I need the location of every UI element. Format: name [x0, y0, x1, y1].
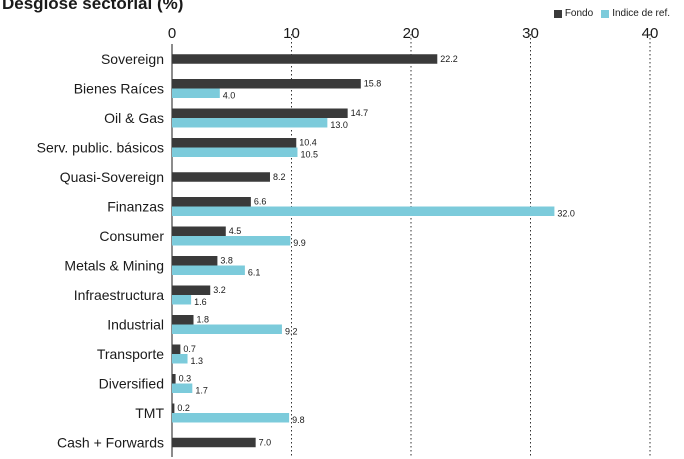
value-label-indice: 6.1: [248, 268, 261, 278]
value-label-indice: 1.7: [195, 386, 208, 396]
category-label: Metals & Mining: [64, 258, 164, 274]
value-label-fondo: 6.6: [254, 197, 267, 207]
value-label-indice: 9.8: [292, 415, 305, 425]
value-label-fondo: 3.2: [213, 285, 226, 295]
bar-fondo: [172, 108, 348, 118]
x-tick-label-10: 10: [283, 25, 300, 42]
bar-indice: [172, 295, 192, 305]
legend-item-indice: Indice de ref.: [601, 8, 670, 19]
bar-indice: [172, 236, 291, 246]
legend: Fondo Indice de ref.: [553, 8, 670, 19]
value-label-fondo: 22.2: [440, 54, 458, 64]
value-label-indice: 1.6: [194, 297, 207, 307]
bar-indice: [172, 413, 290, 423]
value-label-fondo: 14.7: [351, 108, 369, 118]
bar-fondo: [172, 437, 256, 448]
chart-title: Desglose sectorial (%): [2, 0, 184, 13]
category-label: Consumer: [99, 228, 164, 244]
value-label-fondo: 3.8: [220, 256, 233, 266]
bar-fondo: [172, 256, 218, 266]
bar-fondo: [172, 403, 175, 413]
category-label: Finanzas: [107, 199, 164, 215]
value-label-indice: 10.5: [300, 150, 318, 160]
legend-label-indice: Indice de ref.: [612, 8, 670, 19]
bar-fondo: [172, 197, 251, 207]
bar-indice: [172, 88, 220, 98]
bar-indice: [172, 265, 245, 275]
bar-fondo: [172, 54, 438, 64]
legend-swatch-fondo: [553, 9, 562, 18]
legend-label-fondo: Fondo: [564, 8, 594, 19]
category-label: Sovereign: [101, 51, 164, 67]
x-tick-label-20: 20: [403, 25, 420, 42]
category-label: Transporte: [97, 346, 164, 362]
bar-fondo: [172, 79, 361, 89]
category-label: TMT: [135, 405, 164, 421]
bar-indice: [172, 147, 298, 157]
category-label: Diversified: [99, 376, 164, 392]
value-label-fondo: 8.2: [273, 172, 286, 182]
legend-item-fondo: Fondo: [553, 8, 594, 19]
bar-indice: [172, 206, 555, 216]
category-label: Quasi-Sovereign: [60, 169, 164, 185]
value-label-fondo: 1.8: [197, 315, 210, 325]
x-tick-label-40: 40: [642, 25, 659, 42]
value-label-fondo: 10.4: [299, 138, 317, 148]
bar-fondo: [172, 374, 176, 384]
value-label-indice: 9.9: [293, 238, 306, 248]
value-label-fondo: 0.3: [179, 374, 192, 384]
bar-indice: [172, 383, 193, 393]
value-label-indice: 13.0: [330, 120, 348, 130]
category-label: Industrial: [107, 317, 164, 333]
value-label-indice: 1.3: [191, 356, 204, 366]
category-label: Cash + Forwards: [57, 435, 164, 451]
bar-fondo: [172, 138, 297, 148]
value-label-fondo: 4.5: [229, 226, 242, 236]
value-label-indice: 32.0: [557, 209, 575, 219]
x-tick-label-30: 30: [522, 25, 539, 42]
category-label: Serv. public. básicos: [37, 140, 164, 156]
category-label: Oil & Gas: [104, 110, 164, 126]
bar-indice: [172, 354, 188, 364]
bar-indice: [172, 324, 282, 334]
bar-fondo: [172, 172, 270, 182]
bar-fondo: [172, 344, 181, 354]
x-tick-label-0: 0: [168, 25, 176, 42]
category-label: Bienes Raíces: [74, 81, 164, 97]
category-label: Infraestructura: [74, 287, 164, 303]
value-label-fondo: 15.8: [364, 79, 382, 89]
value-label-fondo: 0.7: [183, 344, 196, 354]
value-label-indice: 4.0: [223, 91, 236, 101]
bar-fondo: [172, 226, 226, 236]
legend-swatch-indice: [601, 9, 610, 18]
value-label-fondo: 7.0: [259, 437, 272, 447]
value-label-fondo: 0.2: [177, 403, 190, 413]
value-label-indice: 9.2: [285, 327, 298, 337]
bar-indice: [172, 118, 328, 128]
bar-fondo: [172, 285, 211, 295]
bar-fondo: [172, 315, 194, 325]
